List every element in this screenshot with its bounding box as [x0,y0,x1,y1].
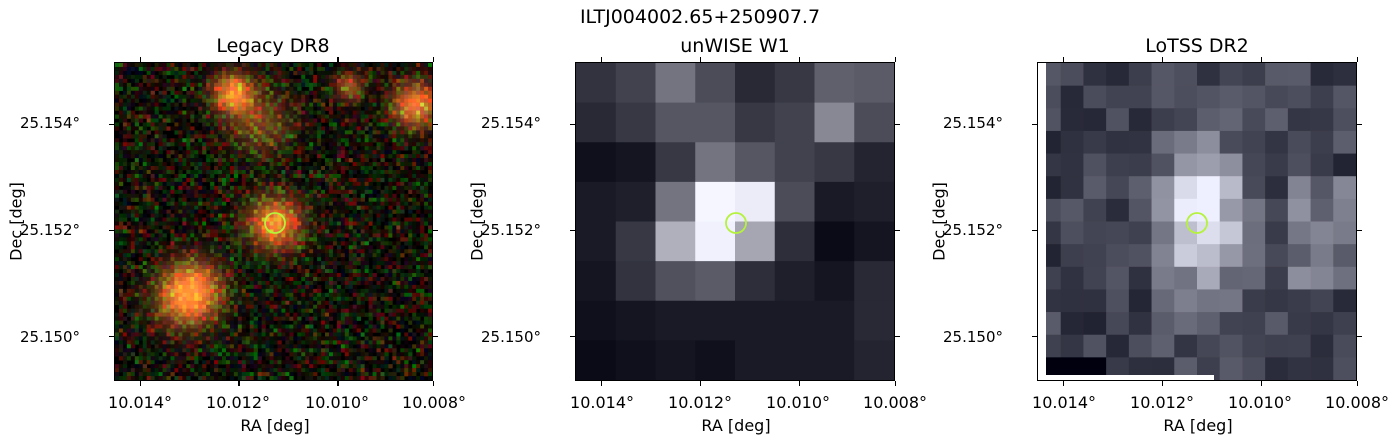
y-tick [1032,336,1037,338]
y-tick-label: 25.150° [943,328,1003,346]
x-tick [895,381,897,386]
y-axis-label: Dec [deg] [467,182,487,261]
y-tick-label: 25.154° [481,114,541,132]
x-tick-label: 10.010° [1228,393,1292,412]
y-tick [1357,230,1362,232]
x-tick [1062,57,1064,62]
x-tick [433,381,435,386]
x-tick [238,381,240,386]
y-tick [109,230,114,232]
y-tick [895,336,900,338]
lotss-image [1037,62,1357,381]
x-tick [139,381,141,386]
x-tick-label: 10.010° [766,393,830,412]
y-tick-label: 25.152° [20,221,80,239]
y-tick [570,124,575,126]
x-tick-label: 10.014° [1032,393,1096,412]
x-tick [1161,57,1164,62]
y-tick [433,124,438,126]
source-marker [725,212,747,234]
x-tick [799,381,801,386]
x-tick-label: 10.008° [1325,393,1389,412]
x-tick-label: 10.014° [570,393,634,412]
source-marker [264,212,286,234]
x-tick [600,57,602,62]
x-tick [139,57,141,62]
legacy-image [114,62,433,381]
x-tick-label: 10.010° [305,393,369,412]
y-tick [1357,336,1362,338]
y-tick-label: 25.154° [943,114,1003,132]
x-tick [238,57,240,62]
y-tick-label: 25.154° [20,114,80,132]
x-tick [699,57,702,62]
y-tick-label: 25.152° [943,221,1003,239]
x-tick [1062,381,1064,386]
x-tick [699,381,702,386]
y-tick-label: 25.150° [20,328,80,346]
x-tick-label: 10.012° [206,393,270,412]
x-tick [1357,381,1359,386]
figure-title: ILTJ004002.65+250907.7 [579,6,821,28]
y-tick [109,336,114,338]
x-tick [895,57,897,62]
panel-title: LoTSS DR2 [1145,35,1249,57]
y-tick [570,336,575,338]
y-tick [433,336,438,338]
x-tick [1161,381,1164,386]
x-tick-label: 10.008° [863,393,927,412]
x-axis-label: RA [deg] [240,416,310,435]
source-marker [1186,212,1208,234]
y-axis-label: Dec [deg] [6,182,26,261]
x-tick [433,57,435,62]
panel-title: unWISE W1 [680,35,790,57]
y-tick [570,230,575,232]
x-tick [1261,381,1263,386]
y-tick [109,124,114,126]
x-axis-label: RA [deg] [1163,416,1233,435]
x-tick [799,57,801,62]
x-tick-label: 10.012° [668,393,732,412]
y-tick [895,124,900,126]
y-tick [1357,124,1362,126]
x-axis-label: RA [deg] [701,416,771,435]
x-tick [1357,57,1359,62]
y-tick [1032,124,1037,126]
y-tick [433,230,438,232]
x-tick [1261,57,1263,62]
x-tick [337,381,339,386]
x-tick [337,57,339,62]
x-tick-label: 10.014° [108,393,172,412]
panel-title: Legacy DR8 [216,35,330,57]
y-tick [895,230,900,232]
y-axis-label: Dec [deg] [929,182,949,261]
unwise-image [575,62,895,381]
y-tick-label: 25.152° [481,221,541,239]
y-tick-label: 25.150° [481,328,541,346]
x-tick [600,381,602,386]
x-tick-label: 10.008° [402,393,466,412]
x-tick-label: 10.012° [1130,393,1194,412]
y-tick [1032,230,1037,232]
